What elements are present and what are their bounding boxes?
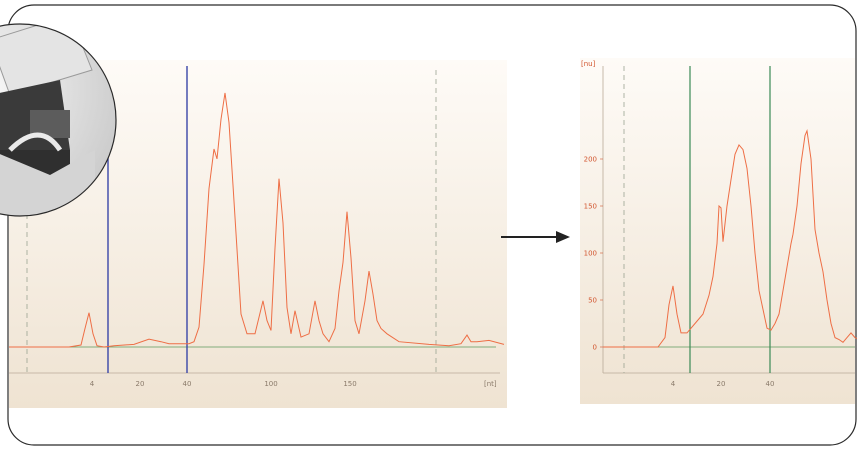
right-y-unit-label: [nu] bbox=[581, 60, 596, 68]
left-x-unit-label: [nt] bbox=[484, 380, 497, 388]
right-y-tick-label: 100 bbox=[584, 250, 597, 258]
left-x-tick-label: 100 bbox=[264, 380, 277, 388]
right-x-tick-label: 20 bbox=[717, 380, 726, 388]
right-y-tick-labels: 0 50 100 150 200 bbox=[584, 156, 603, 352]
left-x-tick-label: 40 bbox=[183, 380, 192, 388]
right-y-tick-label: 150 bbox=[584, 203, 597, 211]
instrument-photo bbox=[0, 23, 117, 217]
transition-arrow bbox=[501, 231, 570, 243]
right-x-tick-labels: 4 20 40 bbox=[671, 380, 775, 388]
right-y-tick-label: 200 bbox=[584, 156, 597, 164]
right-x-tick-label: 40 bbox=[766, 380, 775, 388]
right-x-tick-label: 4 bbox=[671, 380, 676, 388]
right-trace-line bbox=[603, 128, 857, 348]
right-y-tick-label: 0 bbox=[593, 344, 597, 352]
left-x-tick-labels: 4 20 40 100 150 bbox=[90, 380, 357, 388]
left-x-tick-label: 4 bbox=[90, 380, 95, 388]
right-electropherogram: 0 50 100 150 200 4 20 40 [nu] bbox=[580, 58, 857, 404]
outer-frame bbox=[7, 4, 857, 446]
left-x-tick-label: 20 bbox=[136, 380, 145, 388]
left-trace-line bbox=[9, 92, 505, 348]
right-y-tick-label: 50 bbox=[588, 297, 597, 305]
left-x-tick-label: 150 bbox=[343, 380, 356, 388]
